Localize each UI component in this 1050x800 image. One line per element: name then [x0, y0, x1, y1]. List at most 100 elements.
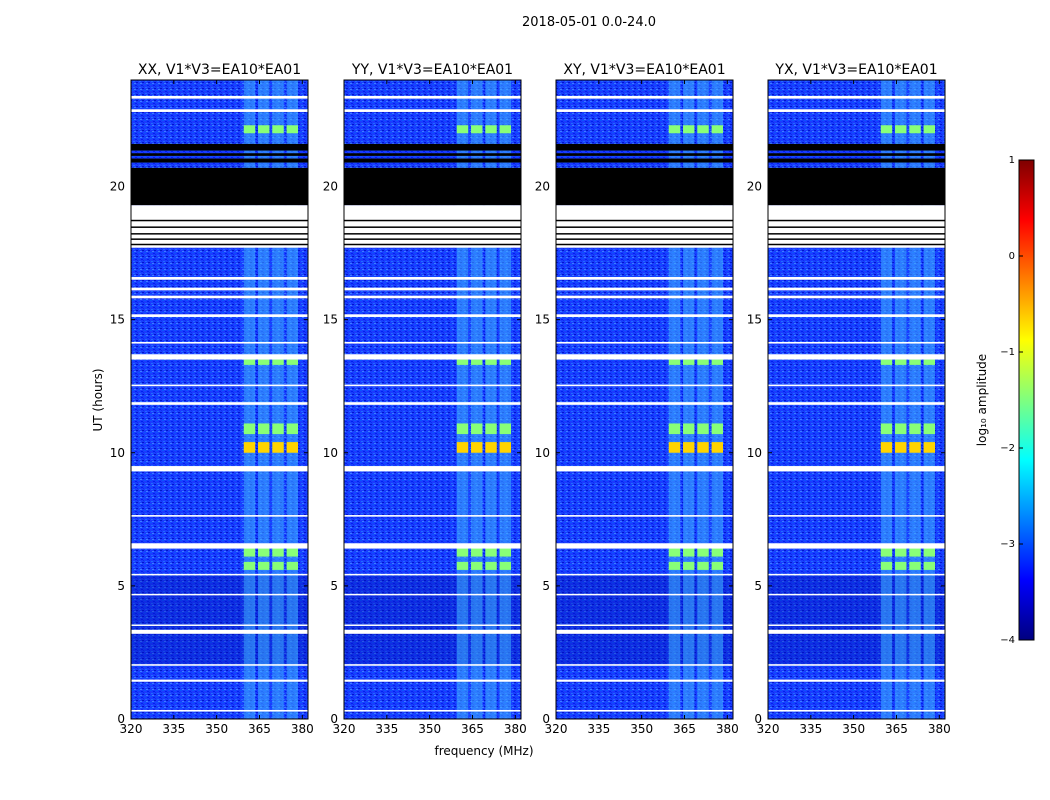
rfi-burst — [485, 545, 497, 557]
rfi-burst — [499, 423, 512, 435]
rfi-burst — [258, 359, 270, 365]
x-tick-label: 335 — [375, 722, 398, 736]
flag-line — [344, 238, 521, 240]
flagged-black-row — [768, 143, 945, 151]
x-tick-label: 320 — [545, 722, 568, 736]
x-tick-label: 350 — [842, 722, 865, 736]
y-tick-label: 15 — [535, 313, 550, 327]
colorbar-tick-label: −4 — [1000, 635, 1015, 646]
panel-title: YY, V1*V3=EA10*EA01 — [351, 62, 513, 78]
rfi-burst — [711, 545, 724, 557]
flagged-row — [344, 354, 521, 360]
flagged-black-row — [131, 153, 308, 156]
rfi-channel — [895, 80, 907, 719]
rfi-burst — [683, 423, 695, 435]
y-tick-label: 15 — [323, 313, 338, 327]
rfi-burst — [668, 561, 681, 570]
rfi-burst — [243, 545, 256, 557]
flagged-black-row — [131, 143, 308, 151]
x-tick-label: 320 — [333, 722, 356, 736]
rfi-burst — [895, 359, 907, 365]
rfi-burst — [243, 442, 256, 453]
rfi-burst — [499, 561, 512, 570]
rfi-burst — [456, 545, 469, 557]
rfi-channel — [697, 80, 709, 719]
flagged-black-row — [344, 153, 521, 156]
y-tick-label: 0 — [542, 712, 550, 726]
rfi-burst — [923, 423, 936, 435]
colorbar-tick-label: −2 — [1000, 443, 1015, 454]
rfi-burst — [923, 561, 936, 570]
rfi-burst — [286, 442, 299, 453]
rfi-channel — [485, 80, 497, 719]
rfi-burst — [923, 545, 936, 557]
flagged-row — [768, 109, 945, 112]
rfi-burst — [909, 359, 921, 365]
panel-title: XY, V1*V3=EA10*EA01 — [563, 62, 725, 78]
rfi-burst — [909, 125, 921, 134]
flag-line — [556, 233, 733, 235]
flagged-row — [556, 543, 733, 549]
x-tick-label: 320 — [757, 722, 780, 736]
rfi-burst — [895, 561, 907, 570]
rfi-burst — [258, 561, 270, 570]
colorbar: 1 0 −1 −2 −3 −4 log₁₀ amplitude — [975, 155, 1035, 646]
y-tick-label: 20 — [747, 180, 762, 194]
flagged-row — [768, 384, 945, 387]
y-tick-label: 5 — [117, 579, 125, 593]
flag-line — [768, 243, 945, 246]
rfi-burst — [923, 359, 936, 365]
flagged-row — [344, 95, 521, 99]
y-tick-label: 5 — [542, 579, 550, 593]
y-tick-label: 15 — [110, 313, 125, 327]
flagged-row — [556, 466, 733, 472]
rfi-burst — [880, 561, 893, 570]
flagged-row — [344, 341, 521, 344]
rfi-burst — [272, 545, 284, 557]
flagged-black-row — [556, 158, 733, 163]
flagged-black-row — [131, 158, 308, 163]
rfi-burst — [456, 125, 469, 134]
x-tick-label: 365 — [885, 722, 908, 736]
flagged-row — [131, 402, 308, 405]
x-tick-label: 350 — [630, 722, 653, 736]
axes-frame — [343, 79, 522, 720]
y-tick-label: 10 — [535, 446, 550, 460]
flagged-row — [768, 709, 945, 712]
flagged-row — [131, 593, 308, 596]
rfi-burst — [243, 561, 256, 570]
flagged-row — [768, 95, 945, 99]
flagged-row — [344, 624, 521, 626]
y-tick-label: 10 — [110, 446, 125, 460]
rfi-burst — [880, 545, 893, 557]
figure-suptitle: 2018-05-01 0.0-24.0 — [522, 15, 656, 30]
x-tick-label: 350 — [418, 722, 441, 736]
rfi-burst — [485, 359, 497, 365]
rfi-burst — [909, 423, 921, 435]
flag-line — [768, 226, 945, 228]
rfi-burst — [258, 442, 270, 453]
rfi-burst — [499, 442, 512, 453]
flag-line — [768, 233, 945, 235]
flagged-row — [768, 624, 945, 626]
flagged-row — [131, 624, 308, 626]
rfi-burst — [668, 545, 681, 557]
x-tick-label: 365 — [673, 722, 696, 736]
x-tick-label: 380 — [291, 722, 314, 736]
flag-line — [131, 219, 308, 222]
flagged-row — [131, 384, 308, 387]
panel-1: XX, V1*V3=EA10*EA01 320 335 350 365 380 0 5 10 15… — [110, 62, 314, 736]
flagged-row — [344, 402, 521, 405]
rfi-burst — [683, 359, 695, 365]
flagged-row — [556, 109, 733, 112]
rfi-burst — [923, 125, 936, 134]
flagged-row — [556, 664, 733, 666]
rfi-burst — [272, 442, 284, 453]
colorbar-gradient — [1018, 159, 1035, 641]
y-tick-label: 0 — [330, 712, 338, 726]
rfi-burst — [456, 561, 469, 570]
rfi-burst — [697, 442, 709, 453]
rfi-burst — [683, 125, 695, 134]
rfi-burst — [697, 561, 709, 570]
rfi-channel — [711, 80, 724, 719]
